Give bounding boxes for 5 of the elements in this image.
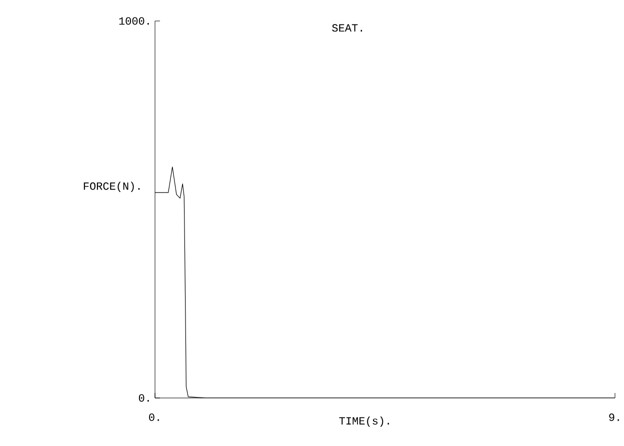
y-tick-label: 1000. xyxy=(119,17,149,25)
x-axis-title: TIME(s). xyxy=(339,416,389,427)
x-tick-label: 9. xyxy=(609,414,619,421)
y-axis-title: FORCE(N). xyxy=(84,182,140,192)
chart-title: SEAT. xyxy=(332,24,362,32)
